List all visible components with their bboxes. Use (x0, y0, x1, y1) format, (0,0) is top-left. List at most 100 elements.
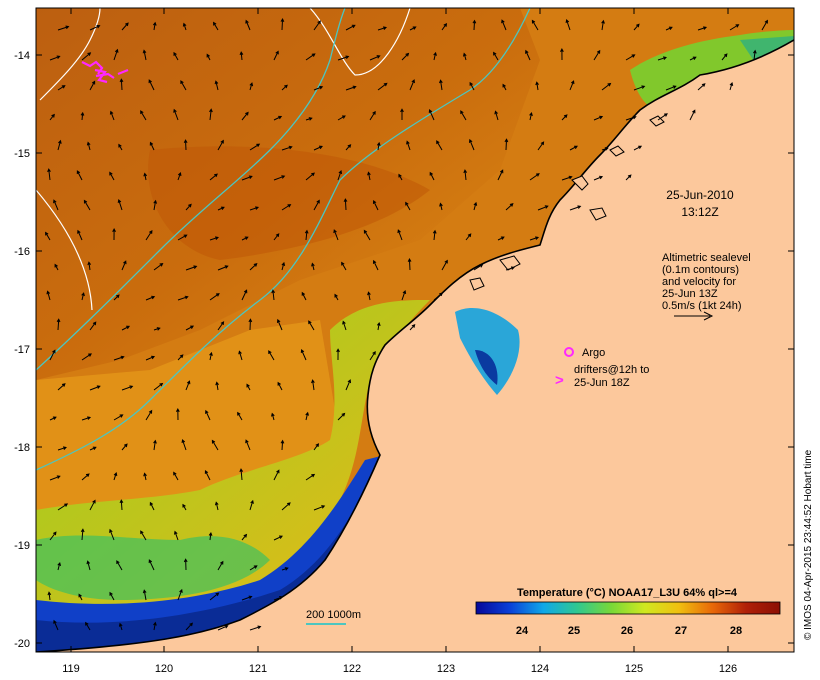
velocity-arrow-icon (241, 595, 253, 601)
velocity-arrow-icon (625, 174, 632, 181)
velocity-arrow-icon (400, 108, 404, 121)
velocity-arrow-field (45, 18, 768, 631)
velocity-arrow-icon (409, 26, 417, 31)
velocity-arrow-icon (505, 266, 515, 271)
velocity-arrow-icon (525, 49, 531, 61)
velocity-arrow-icon (89, 24, 101, 31)
velocity-arrow-icon (561, 175, 573, 181)
velocity-arrow-icon (53, 619, 59, 631)
velocity-arrow-icon (182, 503, 187, 511)
velocity-arrow-icon (145, 230, 153, 241)
velocity-arrow-icon (174, 530, 179, 541)
velocity-arrow-icon (376, 141, 381, 151)
velocity-arrow-icon (273, 233, 280, 241)
velocity-arrow-icon (209, 592, 220, 601)
colorbar-tick-label: 26 (621, 625, 633, 637)
velocity-arrow-icon (112, 228, 116, 241)
velocity-arrow-icon (80, 528, 85, 541)
velocity-arrow-icon (273, 595, 284, 601)
velocity-arrow-icon (49, 55, 61, 61)
velocity-arrow-icon (504, 138, 509, 151)
velocity-arrow-icon (377, 26, 388, 31)
velocity-arrow-icon (439, 202, 443, 211)
velocity-arrow-icon (407, 258, 412, 271)
velocity-arrow-icon (336, 348, 340, 361)
velocity-arrow-icon (113, 48, 119, 61)
plot-frame (35, 7, 795, 653)
velocity-arrow-icon (493, 51, 499, 61)
velocity-arrow-icon (729, 81, 734, 91)
velocity-arrow-icon (47, 168, 51, 181)
velocity-arrow-icon (109, 591, 115, 601)
velocity-arrow-icon (173, 108, 179, 121)
velocity-arrow-icon (142, 49, 147, 61)
velocity-arrow-icon (149, 141, 155, 151)
velocity-arrow-icon (153, 199, 158, 211)
coastline (36, 39, 794, 652)
velocity-arrow-icon (81, 52, 92, 61)
velocity-arrow-icon (175, 408, 180, 421)
velocity-arrow-icon (313, 199, 320, 211)
velocity-arrow-icon (305, 172, 315, 181)
velocity-arrow-icon (463, 169, 468, 181)
velocity-arrow-icon (625, 115, 637, 121)
velocity-arrow-icon (211, 439, 219, 451)
velocity-arrow-icon (633, 23, 640, 31)
velocity-arrow-icon (86, 141, 91, 151)
velocity-arrow-icon (206, 53, 211, 61)
velocity-arrow-icon (497, 169, 504, 181)
velocity-arrow-icon (345, 379, 352, 391)
velocity-arrow-icon (345, 85, 357, 91)
velocity-arrow-icon (281, 204, 292, 211)
datetime-annotation: 25-Jun-2010 13:12Z (666, 188, 734, 219)
velocity-arrow-icon (565, 19, 571, 31)
velocity-arrow-icon (81, 416, 92, 421)
velocity-arrow-icon (313, 85, 324, 91)
velocity-arrow-icon (83, 199, 91, 211)
velocity-arrow-icon (185, 265, 198, 271)
velocity-arrow-icon (209, 108, 213, 121)
velocity-arrow-icon (313, 443, 320, 451)
velocity-arrow-icon (57, 561, 62, 571)
velocity-arrow-icon (249, 206, 260, 211)
velocity-arrow-icon (441, 259, 448, 271)
velocity-arrow-icon (401, 52, 410, 61)
velocity-arrow-icon (182, 22, 187, 31)
drifters-label-1: drifters@12h to (574, 364, 649, 376)
velocity-arrow-icon (529, 112, 533, 121)
velocity-arrow-icon (273, 535, 283, 541)
velocity-arrow-icon (153, 263, 164, 271)
credit-text: © IMOS 04-Apr-2015 23:44:52 Hobart time (803, 449, 814, 640)
velocity-arrow-icon (173, 51, 179, 61)
velocity-arrow-icon (241, 289, 248, 301)
velocity-arrow-icon (341, 261, 347, 271)
velocity-arrow-icon (177, 172, 182, 181)
velocity-arrow-icon (729, 24, 740, 31)
velocity-arrow-icon (248, 318, 253, 331)
velocity-arrow-icon (472, 19, 477, 31)
velocity-arrow-icon (209, 173, 218, 181)
velocity-arrow-icon (441, 22, 448, 31)
velocity-arrow-icon (569, 145, 578, 151)
velocity-arrow-icon (214, 501, 219, 511)
velocity-arrow-icon (569, 80, 575, 91)
colorbar-title: Temperature (°C) NOAA17_L3U 64% ql>=4 (517, 587, 738, 599)
velocity-arrow-icon (209, 351, 213, 361)
latitude-axis: -14 -15 -16 -17 -18 -19 -20 (14, 50, 794, 650)
velocity-arrow-icon (57, 446, 67, 451)
velocity-arrow-icon (121, 260, 127, 271)
velocity-arrow-icon (109, 110, 115, 121)
velocity-arrow-icon (337, 412, 346, 421)
colorbar-tick-label: 28 (730, 625, 742, 637)
velocity-arrow-icon (177, 588, 183, 601)
land-mass (36, 40, 794, 652)
velocity-arrow-icon (342, 320, 347, 331)
velocity-arrow-icon (215, 381, 219, 391)
velocity-arrow-icon (173, 471, 179, 481)
velocity-arrow-icon (76, 170, 83, 181)
velocity-arrow-icon (308, 320, 315, 331)
velocity-arrow-icon (140, 530, 147, 541)
velocity-arrow-icon (569, 205, 582, 211)
velocity-arrow-icon (49, 416, 57, 421)
